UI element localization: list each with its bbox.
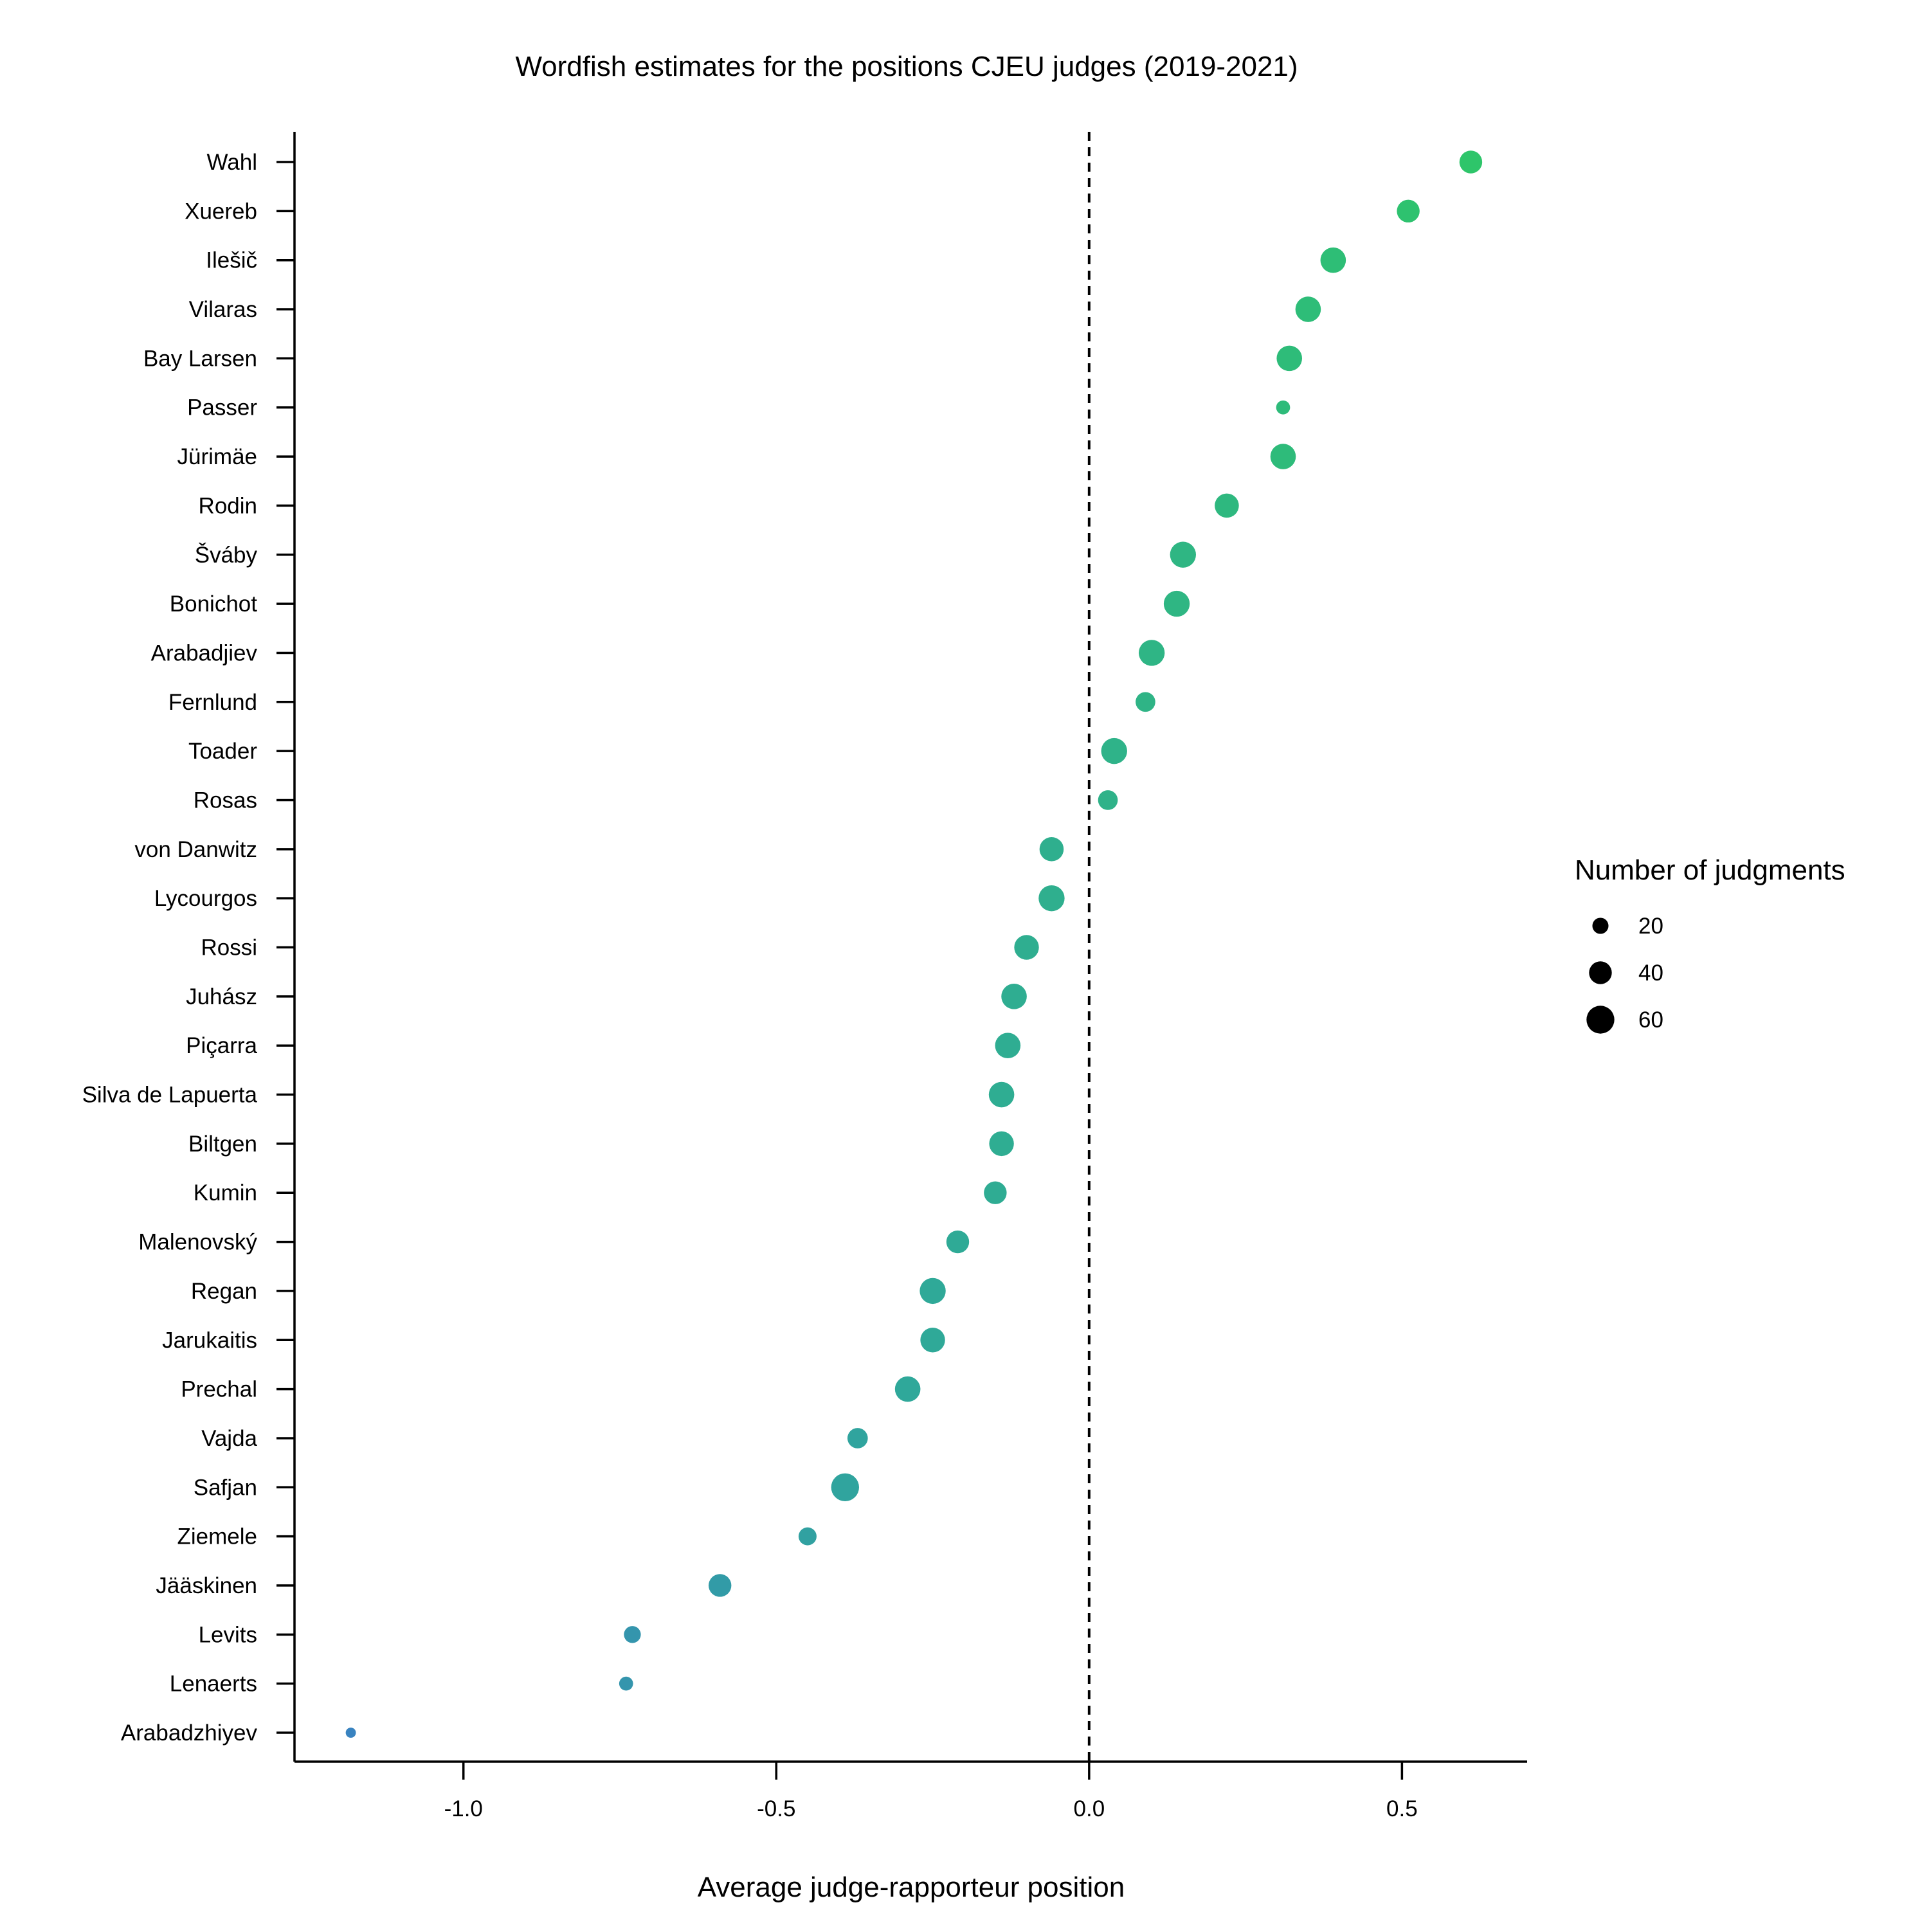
data-point — [995, 1033, 1021, 1058]
y-tick-label: Bonichot — [170, 591, 257, 617]
data-points — [345, 150, 1483, 1738]
y-tick-label: Biltgen — [188, 1132, 257, 1157]
y-tick-label: von Danwitz — [134, 837, 257, 862]
data-point — [988, 1081, 1015, 1108]
data-point — [1320, 247, 1346, 273]
y-tick-label: Arabadjiev — [151, 640, 258, 665]
data-point — [1276, 400, 1291, 415]
legend-label: 20 — [1638, 914, 1663, 939]
data-point — [619, 1676, 633, 1691]
plot-area: Wahl Xuereb Ilešič Vilaras Bay Larsen Passer J… — [82, 132, 1527, 1821]
data-point — [919, 1277, 946, 1305]
y-tick-label: Jarukaitis — [162, 1328, 257, 1353]
data-point — [624, 1626, 641, 1643]
y-tick-label: Rossi — [201, 935, 257, 961]
data-point — [1270, 444, 1296, 469]
y-tick-label: Safjan — [194, 1475, 257, 1500]
data-point — [708, 1574, 732, 1597]
data-point — [1101, 737, 1127, 764]
y-tick-label: Kumin — [194, 1180, 257, 1205]
y-tick-label: Prechal — [181, 1377, 257, 1402]
y-tick-label: Passer — [187, 395, 257, 420]
y-tick-label: Toader — [188, 739, 257, 764]
y-tick-label: Piçarra — [186, 1033, 257, 1058]
y-tick-label: Rodin — [199, 493, 257, 518]
y-tick-label: Xuereb — [185, 199, 257, 224]
y-tick-label: Bay Larsen — [143, 346, 257, 371]
legend-size-key — [1589, 961, 1612, 984]
data-point — [1001, 984, 1027, 1009]
data-point — [1276, 345, 1303, 372]
data-point — [831, 1473, 860, 1501]
y-tick-label: Fernlund — [168, 690, 257, 715]
x-tick-label: -1.0 — [444, 1796, 483, 1821]
data-point — [1136, 692, 1155, 712]
y-tick-label: Jääskinen — [156, 1573, 257, 1598]
data-point — [1397, 199, 1420, 223]
data-point — [989, 1131, 1014, 1157]
data-point — [345, 1728, 356, 1738]
x-tick-label: 0.0 — [1074, 1796, 1105, 1821]
data-point — [920, 1328, 945, 1353]
legend-title: Number of judgments — [1575, 854, 1845, 886]
y-tick-label: Malenovský — [138, 1230, 257, 1255]
data-point — [946, 1230, 970, 1254]
data-point — [984, 1181, 1007, 1204]
data-point — [1014, 935, 1039, 960]
data-point — [1459, 150, 1483, 174]
legend-label: 60 — [1638, 1007, 1663, 1033]
y-tick-label: Jürimäe — [177, 444, 257, 469]
x-tick-label: -0.5 — [757, 1796, 795, 1821]
legend-size-key — [1592, 917, 1609, 934]
y-tick-label: Šváby — [195, 543, 258, 568]
x-axis-label: Average judge-rapporteur position — [698, 1872, 1125, 1903]
data-point — [1215, 493, 1239, 518]
y-tick-label: Ilešič — [206, 248, 257, 273]
y-tick-label: Arabadzhiyev — [121, 1720, 258, 1746]
y-tick-label: Wahl — [207, 150, 257, 175]
legend-size-key — [1586, 1006, 1615, 1034]
x-axis-ticks: -1.0 -0.5 0.0 0.5 — [444, 1762, 1418, 1821]
data-point — [1039, 837, 1064, 862]
y-tick-label: Rosas — [194, 788, 257, 813]
legend-label: 40 — [1638, 961, 1663, 986]
data-point — [1098, 790, 1118, 810]
y-tick-label: Juhász — [186, 984, 257, 1009]
y-tick-label: Silva de Lapuerta — [82, 1083, 258, 1108]
y-tick-label: Vajda — [201, 1426, 257, 1451]
data-point — [847, 1428, 868, 1449]
data-point — [1170, 541, 1196, 568]
data-point — [894, 1376, 921, 1402]
y-tick-label: Lycourgos — [154, 886, 257, 911]
y-tick-label: Levits — [199, 1622, 257, 1647]
legend-items: 20 40 60 — [1586, 914, 1663, 1034]
chart-title: Wordfish estimates for the positions CJE… — [515, 51, 1298, 82]
data-point — [798, 1527, 817, 1546]
data-point — [1163, 590, 1190, 617]
y-axis-ticks: Wahl Xuereb Ilešič Vilaras Bay Larsen Passer J… — [82, 150, 294, 1746]
size-legend: Number of judgments 20 40 60 — [1575, 854, 1845, 1034]
data-point — [1038, 885, 1065, 912]
data-point — [1295, 296, 1321, 322]
x-tick-label: 0.5 — [1386, 1796, 1418, 1821]
data-point — [1138, 640, 1165, 666]
y-tick-label: Regan — [191, 1279, 257, 1304]
y-tick-label: Lenaerts — [170, 1672, 257, 1697]
y-tick-label: Ziemele — [177, 1524, 257, 1549]
y-tick-label: Vilaras — [189, 297, 257, 322]
